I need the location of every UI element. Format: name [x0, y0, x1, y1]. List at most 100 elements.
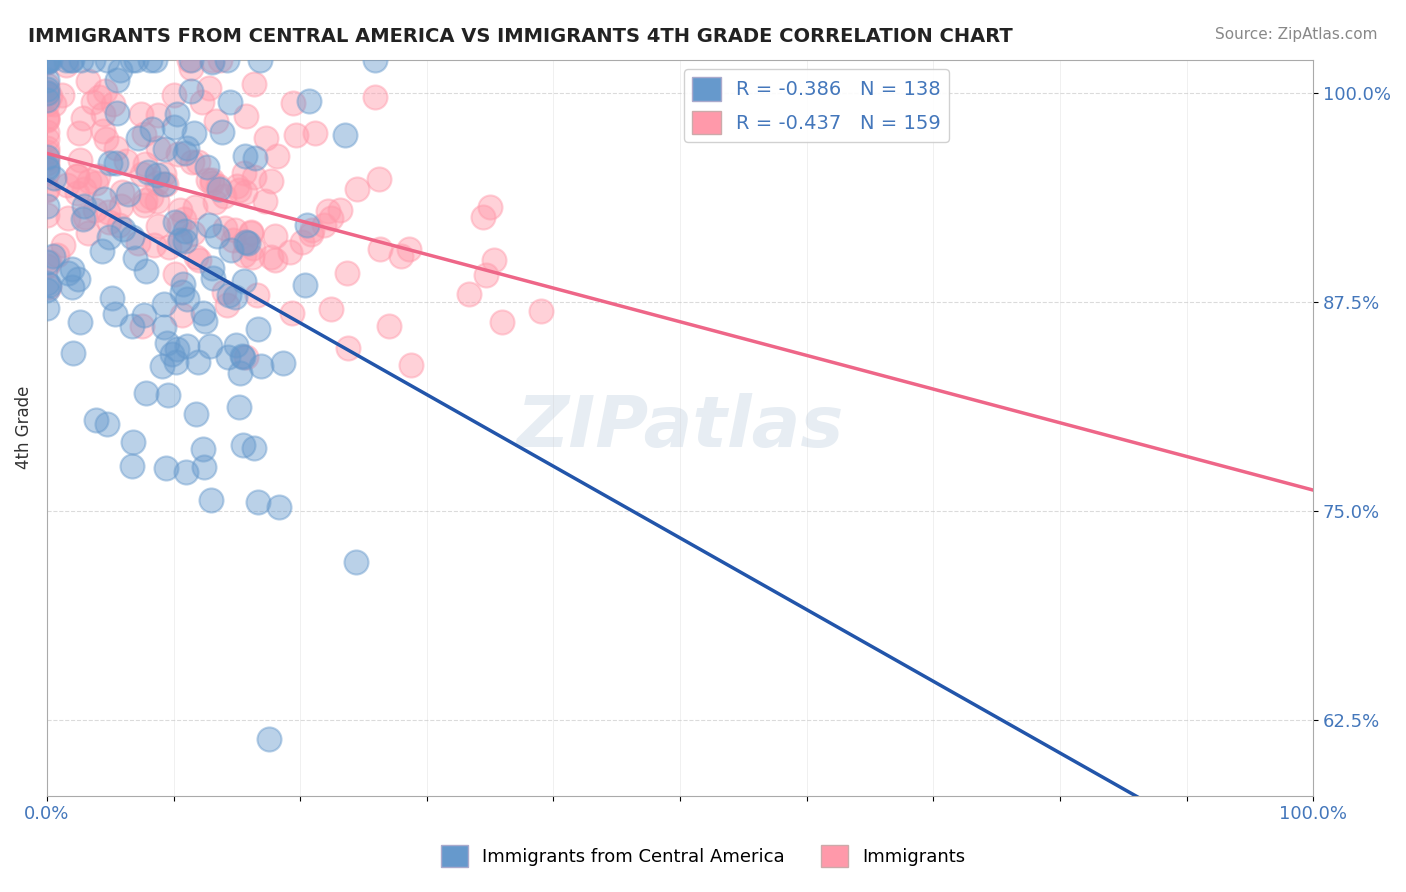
Point	[146, 141, 169, 155]
Point	[38, 278, 60, 293]
Point	[35, 53, 58, 67]
Point	[112, 221, 135, 235]
Point	[194, 314, 217, 328]
Point	[101, 291, 124, 305]
Point	[60, 280, 83, 294]
Point	[232, 438, 254, 452]
Point	[198, 339, 221, 353]
Point	[301, 223, 323, 237]
Point	[165, 215, 187, 229]
Point	[191, 95, 214, 110]
Point	[184, 250, 207, 264]
Point	[201, 173, 224, 187]
Point	[229, 367, 252, 381]
Point	[398, 243, 420, 257]
Point	[70, 54, 93, 68]
Point	[35, 283, 58, 297]
Point	[121, 434, 143, 449]
Point	[82, 95, 104, 109]
Point	[232, 274, 254, 288]
Point	[69, 315, 91, 329]
Point	[346, 181, 368, 195]
Point	[35, 150, 58, 164]
Point	[127, 131, 149, 145]
Point	[72, 111, 94, 125]
Point	[329, 203, 352, 218]
Point	[278, 244, 301, 259]
Point	[35, 53, 58, 67]
Point	[35, 125, 58, 139]
Point	[191, 442, 214, 457]
Point	[226, 178, 249, 193]
Point	[115, 154, 138, 169]
Point	[169, 233, 191, 247]
Point	[167, 147, 190, 161]
Point	[254, 194, 277, 208]
Point	[304, 126, 326, 140]
Point	[125, 53, 148, 67]
Point	[247, 495, 270, 509]
Point	[183, 126, 205, 140]
Point	[35, 82, 58, 96]
Point	[105, 73, 128, 87]
Point	[146, 219, 169, 234]
Point	[211, 125, 233, 139]
Point	[105, 106, 128, 120]
Point	[67, 126, 90, 140]
Point	[139, 53, 162, 67]
Point	[35, 156, 58, 170]
Point	[110, 199, 132, 213]
Point	[104, 141, 127, 155]
Point	[301, 227, 323, 242]
Point	[235, 235, 257, 250]
Point	[187, 252, 209, 267]
Point	[166, 342, 188, 356]
Point	[35, 183, 58, 197]
Legend: R = -0.386   N = 138, R = -0.437   N = 159: R = -0.386 N = 138, R = -0.437 N = 159	[683, 70, 949, 142]
Point	[131, 319, 153, 334]
Point	[134, 193, 156, 207]
Point	[35, 182, 58, 196]
Legend: Immigrants from Central America, Immigrants: Immigrants from Central America, Immigra…	[433, 838, 973, 874]
Point	[284, 128, 307, 142]
Point	[169, 203, 191, 218]
Point	[52, 238, 75, 252]
Point	[145, 168, 167, 182]
Point	[131, 167, 153, 181]
Point	[35, 260, 58, 274]
Point	[35, 166, 58, 180]
Point	[224, 290, 246, 304]
Point	[193, 460, 215, 475]
Point	[108, 219, 131, 233]
Point	[246, 288, 269, 302]
Point	[138, 165, 160, 179]
Point	[135, 264, 157, 278]
Point	[344, 555, 367, 569]
Point	[35, 87, 58, 101]
Point	[152, 297, 174, 311]
Point	[35, 161, 58, 175]
Point	[228, 401, 250, 415]
Point	[201, 53, 224, 67]
Point	[132, 198, 155, 212]
Point	[66, 186, 89, 200]
Point	[35, 112, 58, 127]
Point	[87, 169, 110, 184]
Point	[225, 338, 247, 352]
Point	[35, 94, 58, 108]
Point	[157, 240, 180, 254]
Point	[228, 182, 250, 196]
Point	[368, 171, 391, 186]
Point	[235, 109, 257, 123]
Point	[56, 211, 79, 225]
Point	[44, 171, 66, 186]
Point	[260, 173, 283, 187]
Point	[111, 186, 134, 200]
Point	[96, 53, 118, 67]
Y-axis label: 4th Grade: 4th Grade	[15, 386, 32, 469]
Point	[180, 155, 202, 169]
Point	[172, 277, 194, 291]
Point	[179, 53, 201, 67]
Point	[200, 493, 222, 508]
Point	[38, 255, 60, 269]
